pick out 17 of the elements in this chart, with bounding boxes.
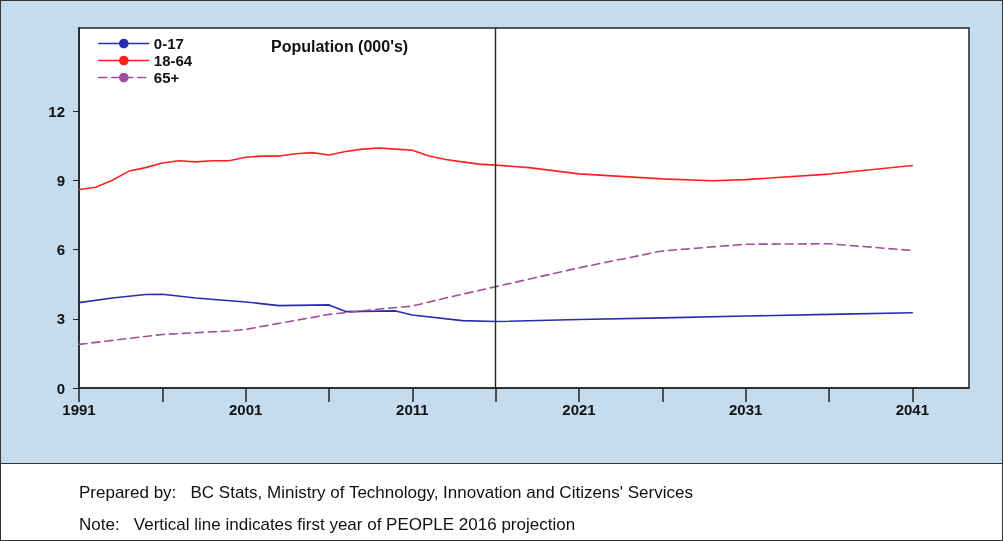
x-tick-label: 2021 <box>562 401 596 418</box>
text: Note: Vertical line indicates first year of PEOPLE 2016 projection <box>79 514 577 536</box>
text: Population (000's) <box>271 37 409 55</box>
legend-label: 18-64 <box>153 52 193 69</box>
y-tick-label: 12 <box>48 102 65 120</box>
legend-label: 0-17 <box>153 35 184 52</box>
y-tick-label: 9 <box>56 171 65 189</box>
x-tick-label: 1991 <box>62 401 96 418</box>
x-tick-label: 2041 <box>895 401 930 418</box>
x-tick-label: 2011 <box>396 401 429 418</box>
x-tick-label: 2001 <box>228 401 263 418</box>
text: Prepared by: BC Stats, Ministry of Technology, Innovation and Citizens' Services <box>79 482 693 504</box>
x-tick-label: 2031 <box>728 401 763 418</box>
y-tick-label: 0 <box>56 379 65 397</box>
y-tick-label: 6 <box>56 241 65 259</box>
y-tick-label: 3 <box>56 310 65 328</box>
legend-label: 65+ <box>153 69 180 86</box>
